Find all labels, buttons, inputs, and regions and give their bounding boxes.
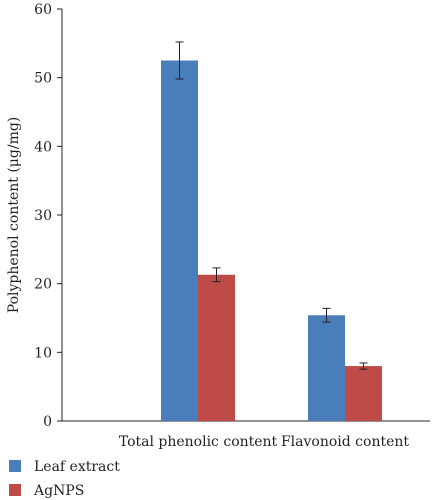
x-category-label: Flavonoid content: [281, 434, 409, 450]
x-category-label: Total phenolic content: [119, 434, 278, 450]
legend-swatch: [9, 460, 21, 472]
y-tick-label: 50: [34, 71, 52, 87]
y-axis: 0 10 20 30 40 50 60: [34, 2, 63, 430]
error-bars: [175, 41, 368, 370]
y-tick-label: 30: [34, 208, 52, 224]
y-tick-label: 0: [43, 414, 52, 430]
y-axis-title: Polyphenol content (μg/mg): [6, 117, 22, 314]
bar: [308, 315, 345, 421]
bar: [161, 60, 198, 421]
bar: [345, 366, 382, 421]
y-tick-label: 40: [34, 139, 52, 155]
legend-label: Leaf extract: [34, 459, 120, 475]
y-tick-label: 10: [34, 345, 52, 361]
y-tick-label: 60: [34, 2, 52, 18]
bars: [161, 60, 382, 421]
bar: [198, 274, 235, 421]
y-tick-label: 20: [34, 277, 52, 293]
category-labels: Total phenolic content Flavonoid content: [119, 434, 410, 450]
legend: Leaf extract AgNPS: [9, 459, 120, 499]
legend-label: AgNPS: [33, 483, 84, 499]
legend-swatch: [9, 484, 21, 496]
